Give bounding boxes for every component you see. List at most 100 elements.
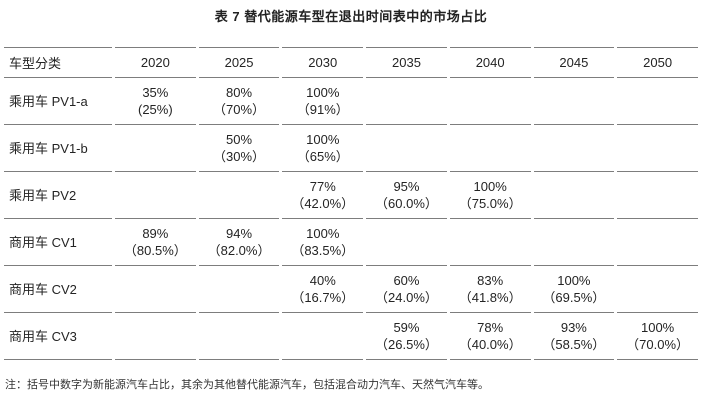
empty-cell bbox=[198, 172, 280, 219]
share-total: 100% bbox=[306, 85, 340, 100]
share-total: 100% bbox=[473, 179, 507, 194]
value-cell: 80% （70%） bbox=[198, 78, 280, 125]
empty-cell bbox=[449, 125, 531, 172]
share-new-energy: （69.5%） bbox=[542, 290, 606, 305]
value-cell: 77% （42.0%） bbox=[282, 172, 364, 219]
share-total: 89% bbox=[142, 226, 169, 241]
column-header-year: 2045 bbox=[533, 47, 615, 78]
share-new-energy: （26.5%） bbox=[375, 337, 438, 352]
empty-cell bbox=[198, 266, 280, 313]
share-new-energy: （70%） bbox=[213, 102, 266, 117]
table-title: 表 7 替代能源车型在退出时间表中的市场占比 bbox=[214, 9, 488, 24]
column-header-year: 2030 bbox=[282, 47, 364, 78]
empty-cell bbox=[533, 172, 615, 219]
value-cell: 100% （91%） bbox=[282, 78, 364, 125]
row-label: 商用车 CV2 bbox=[4, 266, 112, 313]
column-header-year: 2040 bbox=[449, 47, 531, 78]
value-cell: 100% （65%） bbox=[282, 125, 364, 172]
column-header-category: 车型分类 bbox=[4, 47, 112, 78]
empty-cell bbox=[366, 219, 447, 266]
row-label: 乘用车 PV1-b bbox=[4, 125, 112, 172]
share-total: 94% bbox=[226, 226, 253, 241]
share-new-energy: （60.0%） bbox=[375, 196, 438, 211]
table-row: 商用车 CV3 59% （26.5%） 78% （40.0%） 93% （58.5%） 100… bbox=[4, 313, 698, 360]
row-label: 商用车 CV3 bbox=[4, 313, 112, 360]
column-header-year: 2035 bbox=[366, 47, 447, 78]
share-total: 40% bbox=[309, 273, 336, 288]
value-cell: 50% （30%） bbox=[198, 125, 280, 172]
empty-cell bbox=[533, 125, 615, 172]
share-new-energy: （16.7%） bbox=[291, 290, 355, 305]
share-total: 95% bbox=[393, 179, 420, 194]
empty-cell bbox=[533, 78, 615, 125]
empty-cell bbox=[617, 219, 698, 266]
share-new-energy: （83.5%） bbox=[291, 243, 355, 258]
share-total: 77% bbox=[309, 179, 336, 194]
empty-cell bbox=[449, 78, 531, 125]
value-cell: 100% （69.5%） bbox=[533, 266, 615, 313]
share-new-energy: （40.0%） bbox=[458, 337, 522, 352]
empty-cell bbox=[115, 266, 196, 313]
table-row: 商用车 CV1 89% （80.5%） 94% （82.0%） 100% （83.5%） bbox=[4, 219, 698, 266]
empty-cell bbox=[198, 313, 280, 360]
value-cell: 59% （26.5%） bbox=[366, 313, 447, 360]
share-total: 59% bbox=[393, 320, 420, 335]
value-cell: 94% （82.0%） bbox=[198, 219, 280, 266]
empty-cell bbox=[366, 125, 447, 172]
share-new-energy: （80.5%） bbox=[123, 243, 187, 258]
value-cell: 100% （83.5%） bbox=[282, 219, 364, 266]
empty-cell bbox=[449, 219, 531, 266]
empty-cell bbox=[366, 78, 447, 125]
market-share-table: 车型分类 2020 2025 2030 2035 2040 2045 2050 乘用车 PV1… bbox=[1, 47, 701, 360]
empty-cell bbox=[617, 172, 698, 219]
table-header-row: 车型分类 2020 2025 2030 2035 2040 2045 2050 bbox=[4, 47, 698, 78]
share-total: 35% bbox=[142, 85, 169, 100]
share-new-energy: （24.0%） bbox=[375, 290, 438, 305]
share-total: 100% bbox=[306, 132, 340, 147]
value-cell: 89% （80.5%） bbox=[115, 219, 196, 266]
value-cell: 35% (25%) bbox=[115, 78, 196, 125]
row-label: 乘用车 PV2 bbox=[4, 172, 112, 219]
table-body: 乘用车 PV1-a 35% (25%) 80% （70%） 100% （91%） 乘用车 PV… bbox=[4, 78, 698, 360]
share-new-energy: （75.0%） bbox=[458, 196, 522, 211]
row-label: 商用车 CV1 bbox=[4, 219, 112, 266]
share-total: 80% bbox=[226, 85, 253, 100]
share-total: 50% bbox=[226, 132, 253, 147]
empty-cell bbox=[617, 125, 698, 172]
share-new-energy: （58.5%） bbox=[542, 337, 606, 352]
share-total: 93% bbox=[560, 320, 587, 335]
share-new-energy: （82.0%） bbox=[207, 243, 271, 258]
table-row: 商用车 CV2 40% （16.7%） 60% （24.0%） 83% （41.8%） 100… bbox=[4, 266, 698, 313]
empty-cell bbox=[115, 172, 196, 219]
value-cell: 40% （16.7%） bbox=[282, 266, 364, 313]
share-new-energy: （70.0%） bbox=[626, 337, 690, 352]
share-new-energy: （41.8%） bbox=[458, 290, 522, 305]
value-cell: 83% （41.8%） bbox=[449, 266, 531, 313]
share-new-energy: （42.0%） bbox=[291, 196, 355, 211]
value-cell: 60% （24.0%） bbox=[366, 266, 447, 313]
empty-cell bbox=[617, 78, 698, 125]
share-total: 100% bbox=[306, 226, 340, 241]
share-total: 60% bbox=[393, 273, 420, 288]
value-cell: 78% （40.0%） bbox=[449, 313, 531, 360]
share-total: 78% bbox=[477, 320, 504, 335]
empty-cell bbox=[617, 266, 698, 313]
empty-cell bbox=[282, 313, 364, 360]
share-total: 83% bbox=[477, 273, 504, 288]
row-label: 乘用车 PV1-a bbox=[4, 78, 112, 125]
value-cell: 100% （70.0%） bbox=[617, 313, 698, 360]
table-row: 乘用车 PV1-b 50% （30%） 100% （65%） bbox=[4, 125, 698, 172]
table-row: 乘用车 PV1-a 35% (25%) 80% （70%） 100% （91%） bbox=[4, 78, 698, 125]
share-new-energy: （65%） bbox=[296, 149, 349, 164]
empty-cell bbox=[533, 219, 615, 266]
column-header-year: 2050 bbox=[617, 47, 698, 78]
share-new-energy: （30%） bbox=[213, 149, 266, 164]
footnote: 注：括号中数字为新能源汽车占比，其余为其他替代能源汽车，包括混合动力汽车、天然气… bbox=[5, 379, 489, 391]
share-new-energy: （91%） bbox=[296, 102, 349, 117]
share-total: 100% bbox=[557, 273, 591, 288]
value-cell: 100% （75.0%） bbox=[449, 172, 531, 219]
share-total: 100% bbox=[640, 320, 675, 335]
table-row: 乘用车 PV2 77% （42.0%） 95% （60.0%） 100% （75.0%） bbox=[4, 172, 698, 219]
value-cell: 95% （60.0%） bbox=[366, 172, 447, 219]
